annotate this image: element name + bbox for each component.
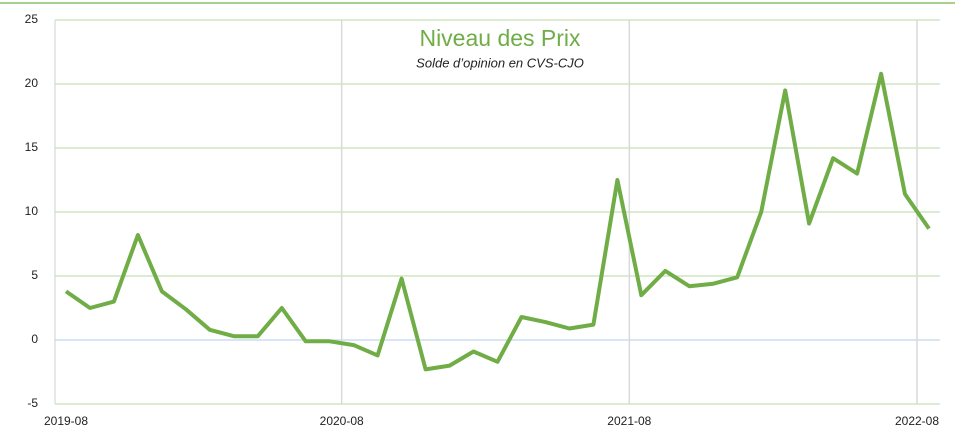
y-tick-label: 25: [25, 12, 39, 26]
x-tick-label: 2021-08: [607, 414, 651, 428]
y-tick-label: 20: [25, 76, 39, 90]
y-tick-label: 0: [31, 332, 38, 346]
chart-subtitle: Solde d’opinion en CVS-CJO: [416, 55, 584, 70]
y-tick-label: 10: [25, 204, 39, 218]
x-tick-label: 2020-08: [320, 414, 364, 428]
y-tick-label: 5: [31, 268, 38, 282]
y-tick-label: -5: [27, 396, 38, 410]
y-tick-label: 15: [25, 140, 39, 154]
x-tick-label: 2022-08: [895, 414, 939, 428]
x-tick-label: 2019-08: [44, 414, 88, 428]
chart-title: Niveau des Prix: [419, 25, 581, 51]
line-series: [64, 71, 931, 372]
